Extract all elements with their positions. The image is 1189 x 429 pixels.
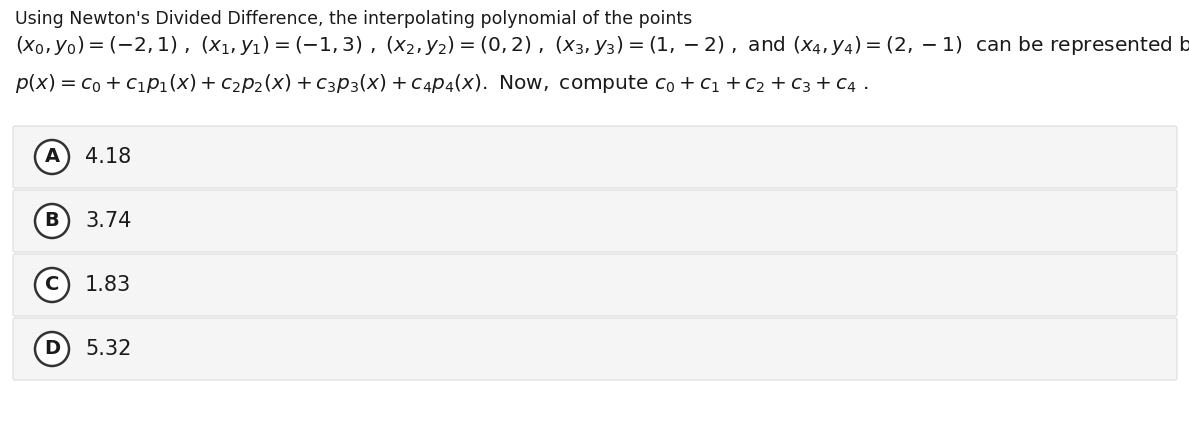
Circle shape — [34, 204, 69, 238]
Circle shape — [34, 140, 69, 174]
Text: A: A — [44, 148, 59, 166]
Text: $(x_0,y_0)=(-2,1)\ ,\ (x_1,y_1)=(-1,3)\ ,\ (x_2,y_2)=(0,2)\ ,\ (x_3,y_3)=(1,-2)\: $(x_0,y_0)=(-2,1)\ ,\ (x_1,y_1)=(-1,3)\ … — [15, 34, 1189, 57]
Text: 5.32: 5.32 — [84, 339, 131, 359]
Text: 1.83: 1.83 — [84, 275, 131, 295]
Text: D: D — [44, 339, 61, 359]
FancyBboxPatch shape — [13, 190, 1177, 252]
Text: 3.74: 3.74 — [84, 211, 131, 231]
Text: $p(x)=c_0+c_1p_1(x)+c_2p_2(x)+c_3p_3(x)+c_4p_4(x)$$\mathrm{.\ Now,\ compute\ }$$: $p(x)=c_0+c_1p_1(x)+c_2p_2(x)+c_3p_3(x)+… — [15, 72, 869, 95]
Text: C: C — [45, 275, 59, 294]
FancyBboxPatch shape — [13, 318, 1177, 380]
FancyBboxPatch shape — [13, 126, 1177, 188]
Circle shape — [34, 332, 69, 366]
Circle shape — [34, 268, 69, 302]
Text: Using Newton's Divided Difference, the interpolating polynomial of the points: Using Newton's Divided Difference, the i… — [15, 10, 692, 28]
Text: 4.18: 4.18 — [84, 147, 131, 167]
Text: B: B — [45, 211, 59, 230]
FancyBboxPatch shape — [13, 254, 1177, 316]
